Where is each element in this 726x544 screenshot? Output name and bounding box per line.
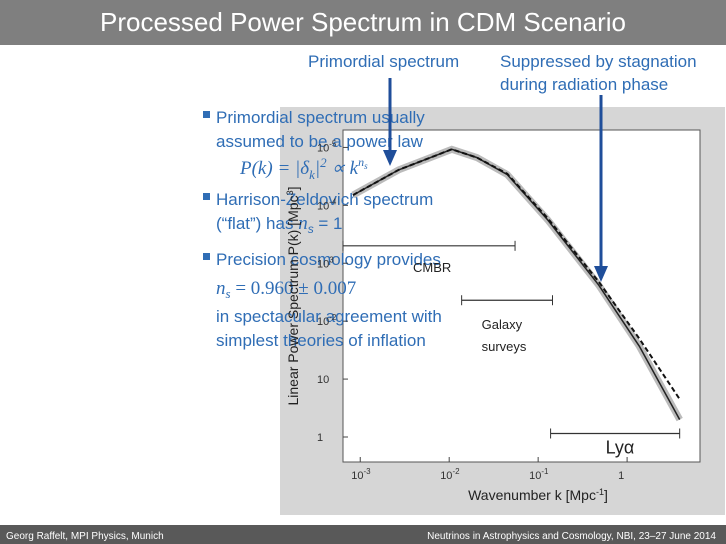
text-line: (“flat”) has ns = 1 <box>216 213 343 236</box>
tick-label: 10-5 <box>317 139 337 154</box>
spectrum-line <box>352 148 681 400</box>
y-axis-label: Linear Power Spectrum P(k) [Mpc3] <box>285 187 301 406</box>
callout: during radiation phase <box>500 75 668 94</box>
footer-bar <box>0 525 726 544</box>
bullet <box>203 193 210 200</box>
tick-label: 10 <box>317 374 329 386</box>
tick-label: 10-3 <box>351 467 371 482</box>
tick-label: 1 <box>317 432 323 444</box>
x-axis-label: Wavenumber k [Mpc-1] <box>468 487 608 503</box>
tick-base: 10 <box>317 200 329 212</box>
tick-exponent: 3 <box>329 255 334 264</box>
tick-exponent: -3 <box>363 467 371 476</box>
tick-label: 10-2 <box>440 467 460 482</box>
tick-label: 10-2 <box>317 313 337 328</box>
footer-left: Georg Raffelt, MPI Physics, Munich <box>6 531 164 542</box>
tick-exponent: -1 <box>541 467 549 476</box>
title-bar <box>0 0 726 45</box>
tick-label: 103 <box>317 255 334 270</box>
arrowhead <box>383 150 397 166</box>
tick-exponent: -5 <box>329 139 337 148</box>
bullet <box>203 111 210 118</box>
text-line: Harrison-Zeldovich spectrum <box>216 190 433 209</box>
footer-right: Neutrinos in Astrophysics and Cosmology,… <box>427 531 716 542</box>
range-label: CMBR <box>413 260 451 275</box>
text-line: simplest theories of inflation <box>216 331 426 350</box>
tick-base: 10 <box>317 258 329 270</box>
tick-label: 10-1 <box>529 467 549 482</box>
text-line: assumed to be a power law <box>216 132 424 151</box>
tick-base: 10 <box>351 470 363 482</box>
tick-base: 10 <box>440 470 452 482</box>
range-label: surveys <box>482 339 527 354</box>
slide-title: Processed Power Spectrum in CDM Scenario <box>100 7 626 37</box>
tick-label: 1 <box>618 470 624 482</box>
tick-base: 10 <box>317 142 329 154</box>
arrowhead <box>594 266 608 282</box>
left-text: Primordial spectrum usually assumed to b… <box>203 108 442 350</box>
text-line: in spectacular agreement with <box>216 307 442 326</box>
text-line: Precision cosmology provides <box>216 250 441 269</box>
text-line: Primordial spectrum usually <box>216 108 425 127</box>
callout: Suppressed by stagnation <box>500 52 697 71</box>
tick-exponent: -2 <box>452 467 460 476</box>
callout: Primordial spectrum <box>308 52 459 71</box>
bullet <box>203 253 210 260</box>
tick-label: 10-4 <box>317 197 337 212</box>
tick-exponent: -4 <box>329 197 337 206</box>
range-label: Lyα <box>606 437 635 457</box>
tick-exponent: -2 <box>329 313 337 322</box>
formula: P(k) = |δk|2 ∝ kns <box>239 155 368 182</box>
formula: ns = 0.960 ± 0.007 <box>216 278 356 301</box>
range-label: Galaxy <box>482 317 523 332</box>
tick-base: 10 <box>317 316 329 328</box>
tick-base: 10 <box>529 470 541 482</box>
plot-area <box>342 129 701 463</box>
